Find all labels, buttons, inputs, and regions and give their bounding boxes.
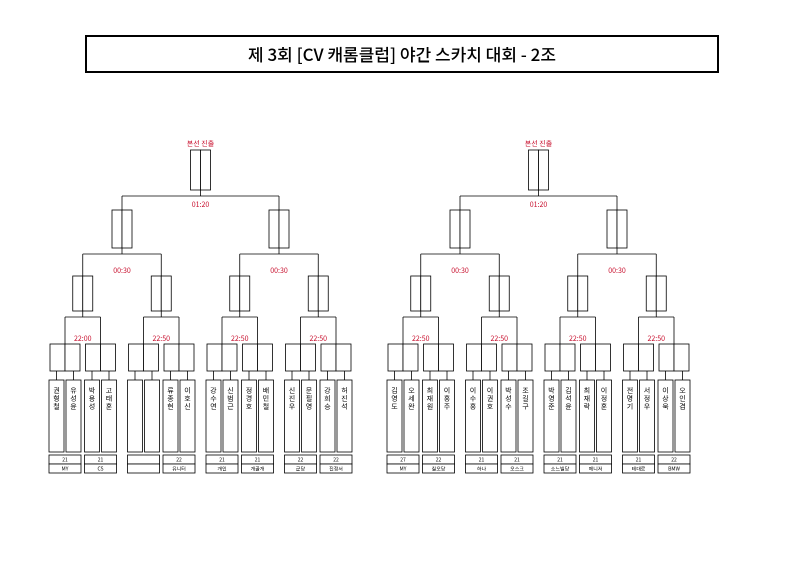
svg-text:01:20: 01:20	[530, 200, 548, 210]
svg-text:홍: 홍	[470, 402, 477, 412]
svg-text:메니저: 메니저	[589, 466, 603, 473]
svg-text:철: 철	[263, 402, 269, 412]
svg-text:유니터: 유니터	[172, 466, 186, 473]
svg-text:원: 원	[427, 402, 433, 412]
svg-text:22:50: 22:50	[153, 334, 171, 344]
svg-text:겸: 겸	[679, 402, 685, 412]
svg-text:21: 21	[557, 457, 563, 464]
svg-text:00:30: 00:30	[113, 266, 131, 276]
svg-text:완: 완	[408, 402, 414, 412]
svg-text:석: 석	[341, 402, 347, 412]
svg-text:개골개: 개골개	[251, 466, 265, 473]
svg-text:22:50: 22:50	[231, 334, 249, 344]
svg-text:군당: 군당	[296, 466, 306, 473]
svg-text:호: 호	[246, 402, 253, 412]
svg-text:22:50: 22:50	[491, 334, 509, 344]
svg-text:근: 근	[227, 402, 234, 412]
svg-text:하나: 하나	[477, 466, 487, 473]
svg-text:테대로: 테대로	[632, 466, 646, 473]
svg-text:22:00: 22:00	[74, 334, 92, 344]
svg-text:MY: MY	[400, 466, 407, 473]
svg-text:우: 우	[644, 402, 651, 412]
svg-text:MY: MY	[62, 466, 69, 473]
svg-text:오스크: 오스크	[510, 466, 524, 473]
svg-text:22: 22	[298, 457, 304, 464]
svg-text:21: 21	[514, 457, 520, 464]
svg-text:22:50: 22:50	[648, 334, 666, 344]
svg-text:현: 현	[167, 402, 173, 412]
svg-text:진정서: 진정서	[329, 466, 343, 473]
svg-text:22: 22	[333, 457, 339, 464]
svg-text:철: 철	[53, 402, 59, 412]
bracket-diagram: 권형철유성윤박용성고태훈류종현이호신강수연신범근정경호배민철신진우문필영강희승허…	[0, 0, 800, 566]
svg-text:21: 21	[98, 457, 104, 464]
svg-text:기: 기	[627, 402, 633, 412]
svg-text:BMW: BMW	[668, 466, 680, 473]
svg-text:22: 22	[176, 457, 182, 464]
svg-text:락: 락	[584, 402, 590, 412]
svg-text:00:30: 00:30	[608, 266, 626, 276]
svg-text:주: 주	[444, 402, 451, 412]
svg-text:개인: 개인	[217, 466, 227, 473]
svg-text:22:50: 22:50	[569, 334, 587, 344]
svg-text:00:30: 00:30	[451, 266, 469, 276]
svg-text:훈: 훈	[106, 402, 113, 412]
svg-text:승: 승	[324, 402, 331, 412]
svg-text:욱: 욱	[662, 402, 669, 412]
svg-text:본선 진출: 본선 진출	[525, 139, 553, 149]
svg-text:21: 21	[62, 457, 68, 464]
svg-text:윤: 윤	[70, 402, 77, 412]
svg-text:우: 우	[289, 402, 296, 412]
svg-text:수: 수	[505, 402, 512, 412]
svg-text:21: 21	[636, 457, 642, 464]
svg-text:구: 구	[522, 402, 529, 412]
svg-text:01:20: 01:20	[192, 200, 210, 210]
svg-text:연: 연	[210, 402, 216, 412]
svg-text:도: 도	[391, 402, 398, 412]
svg-text:소느빌당: 소느빌당	[551, 466, 570, 473]
svg-text:준: 준	[548, 402, 555, 412]
svg-text:21: 21	[593, 457, 599, 464]
svg-text:신: 신	[184, 402, 190, 412]
svg-text:21: 21	[479, 457, 485, 464]
svg-text:윤: 윤	[565, 402, 572, 412]
svg-text:본선 진출: 본선 진출	[187, 139, 215, 149]
svg-text:22:50: 22:50	[310, 334, 328, 344]
svg-text:칠오당: 칠오당	[432, 466, 446, 473]
svg-text:21: 21	[219, 457, 225, 464]
svg-text:성: 성	[89, 402, 95, 412]
svg-text:00:30: 00:30	[270, 266, 288, 276]
svg-text:호: 호	[487, 402, 494, 412]
svg-text:27: 27	[400, 457, 406, 464]
svg-text:22:50: 22:50	[412, 334, 430, 344]
svg-text:21: 21	[255, 457, 261, 464]
svg-text:영: 영	[306, 402, 312, 412]
svg-text:훈: 훈	[601, 402, 608, 412]
svg-text:CS: CS	[97, 466, 103, 473]
svg-text:22: 22	[671, 457, 677, 464]
svg-text:22: 22	[436, 457, 442, 464]
